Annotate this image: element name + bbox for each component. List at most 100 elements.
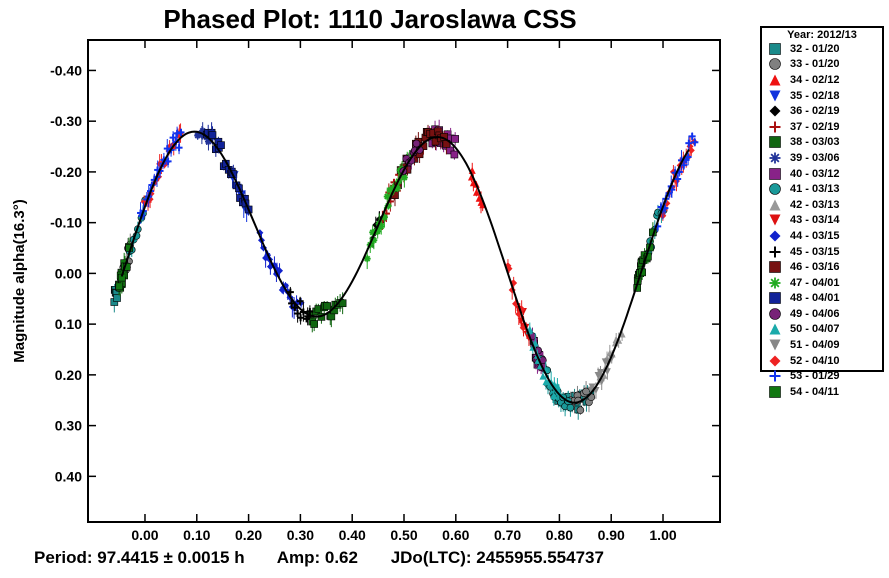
legend-label: 53 - 01/29 [790,370,840,383]
data-point [383,193,391,201]
data-point [208,131,217,139]
legend-item: 41 - 03/13 [762,181,882,197]
legend-label: 32 - 01/20 [790,42,840,55]
data-point [115,282,124,291]
legend-label: 49 - 04/06 [790,307,840,320]
data-point [296,297,304,305]
data-point [450,150,459,159]
legend-label: 51 - 04/09 [790,339,840,352]
legend-item: 39 - 03/06 [762,150,882,166]
legend-marker-icon [768,151,782,165]
legend-item: 40 - 03/12 [762,166,882,182]
x-tick-label: 0.00 [131,527,158,543]
data-point [310,320,318,328]
data-point [400,173,408,181]
legend-item: 50 - 04/07 [762,322,882,338]
axis-ticks: 0.00 0.10 0.20 0.30 0.40 0.50 0.60 0.70 0.80 0.90… [50,40,720,543]
legend-label: 54 - 04/11 [790,385,839,398]
y-tick-label: -0.40 [50,62,82,78]
legend-item: 44 - 03/15 [762,228,882,244]
data-point [276,267,284,275]
legend-label: 42 - 03/13 [790,198,840,211]
y-axis-label: Magnitude alpha(16.3°) [11,199,28,363]
legend-label: 43 - 03/14 [790,214,840,227]
legend-marker-icon [768,260,782,274]
legend-label: 33 - 01/20 [790,58,840,71]
legend-item: 46 - 03/16 [762,259,882,275]
data-point [601,358,609,366]
data-point [576,406,585,415]
data-point [685,139,693,147]
legend-label: 44 - 03/15 [790,229,840,242]
data-point [691,138,699,146]
legend-item: 32 - 01/20 [762,41,882,57]
legend-item: 47 - 04/01 [762,275,882,291]
data-point [680,161,688,169]
legend-marker-icon [768,307,782,321]
data-point [217,141,225,149]
legend-label: 46 - 03/16 [790,261,840,274]
legend-marker-icon [768,42,782,56]
data-point [550,392,558,400]
data-points [110,119,699,420]
legend-marker-icon [768,276,782,290]
x-tick-label: 1.00 [649,527,676,543]
x-tick-label: 0.90 [598,527,625,543]
y-tick-label: -0.30 [50,113,82,129]
data-point [539,372,547,380]
legend-label: 37 - 02/19 [790,120,840,133]
phased-plot: 0.00 0.10 0.20 0.30 0.40 0.50 0.60 0.70 0.80 0.90… [11,39,721,543]
legend-item: 53 - 01/29 [762,368,882,384]
data-point [306,308,314,316]
data-point [163,145,171,153]
data-point [588,383,596,391]
legend-marker-icon [768,135,782,149]
data-point [451,135,459,143]
legend-marker-icon [768,182,782,196]
data-point [164,157,172,165]
legend-label: 50 - 04/07 [790,323,840,336]
data-point [177,128,185,136]
data-point [113,294,121,302]
legend-item: 35 - 02/18 [762,88,882,104]
data-point [674,175,682,183]
x-tick-label: 0.40 [339,527,366,543]
legend-marker-icon [768,291,782,305]
legend-marker-icon [768,198,782,212]
legend-marker-icon [768,354,782,368]
legend-item: 37 - 02/19 [762,119,882,135]
legend-item: 48 - 04/01 [762,291,882,307]
legend-item: 45 - 03/15 [762,244,882,260]
legend-marker-icon [768,322,782,336]
legend-item: 52 - 04/10 [762,353,882,369]
legend-items: 32 - 01/20 33 - 01/20 34 - 02/12 35 - 02/18… [762,41,882,400]
legend-item: 34 - 02/12 [762,72,882,88]
legend-marker-icon [768,57,782,71]
y-tick-label: 0.40 [55,468,82,484]
legend-label: 34 - 02/12 [790,73,840,86]
legend-label: 38 - 03/03 [790,136,840,149]
data-point [684,153,692,161]
legend-title: Year: 2012/13 [787,29,857,41]
legend-item: 51 - 04/09 [762,337,882,353]
legend-marker-icon [768,104,782,118]
y-tick-label: -0.20 [50,164,82,180]
data-point [175,144,183,152]
legend-marker-icon [768,369,782,383]
y-tick-label: 0.10 [55,316,82,332]
legend-item: 33 - 01/20 [762,57,882,73]
plot-frame [87,39,721,523]
legend-marker-icon [768,245,782,259]
footer: Period: 97.4415 ± 0.0015 h Amp: 0.62 JDo… [34,548,632,568]
legend-marker-icon [768,229,782,243]
x-tick-label: 0.80 [546,527,573,543]
legend-label: 47 - 04/01 [790,276,840,289]
y-tick-label: 0.00 [55,265,82,281]
legend-item: 43 - 03/14 [762,213,882,229]
legend-label: 48 - 04/01 [790,292,840,305]
data-point [688,132,696,140]
x-tick-label: 0.60 [442,527,469,543]
legend-label: 40 - 03/12 [790,167,840,180]
data-point [596,369,604,377]
legend: Year: 2012/13 32 - 01/20 33 - 01/20 34 - 0… [760,26,884,398]
